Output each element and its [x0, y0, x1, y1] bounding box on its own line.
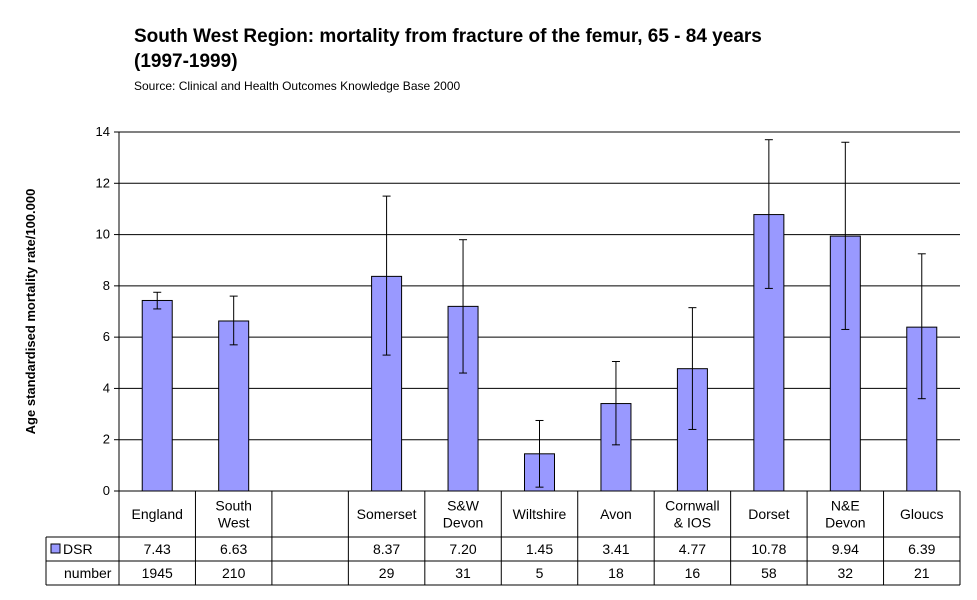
- y-tick-label: 2: [103, 432, 110, 447]
- table-value: 5: [536, 565, 544, 581]
- table-value: 31: [455, 565, 471, 581]
- table-value: 10.78: [751, 541, 786, 557]
- table-value: 1945: [142, 565, 173, 581]
- chart-title-line1: South West Region: mortality from fractu…: [134, 26, 762, 47]
- category-label: Devon: [443, 515, 483, 531]
- y-tick-label: 8: [103, 278, 110, 293]
- table-value: 4.77: [679, 541, 706, 557]
- category-label: & IOS: [674, 515, 711, 531]
- table-value: 6.39: [908, 541, 935, 557]
- table-value: 16: [685, 565, 701, 581]
- table-value: 29: [379, 565, 395, 581]
- category-label: S&W: [447, 498, 480, 514]
- y-tick-label: 0: [103, 483, 110, 498]
- chart-title-line2: (1997-1999): [134, 51, 238, 72]
- chart-source: Source: Clinical and Health Outcomes Kno…: [134, 79, 461, 93]
- legend-swatch: [50, 543, 61, 554]
- category-label: N&E: [831, 498, 860, 514]
- category-label: England: [132, 506, 183, 522]
- table-value: 58: [761, 565, 777, 581]
- category-label: South: [215, 498, 252, 514]
- table-row-label: DSR: [63, 541, 93, 557]
- y-axis-label: Age standardised mortality rate/100.000: [23, 189, 38, 435]
- table-value: 1.45: [526, 541, 553, 557]
- table-value: 18: [608, 565, 624, 581]
- table-value: 9.94: [832, 541, 859, 557]
- table-value: 8.37: [373, 541, 400, 557]
- table-value: 32: [838, 565, 854, 581]
- y-tick-label: 6: [103, 329, 110, 344]
- y-tick-label: 12: [96, 175, 110, 190]
- bar: [218, 320, 250, 492]
- bar: [141, 299, 173, 492]
- y-tick-label: 14: [96, 124, 110, 139]
- table-value: 3.41: [602, 541, 629, 557]
- table-value: 210: [222, 565, 246, 581]
- table-value: 7.43: [144, 541, 171, 557]
- category-label: Cornwall: [665, 498, 719, 514]
- category-label: Devon: [825, 515, 865, 531]
- table-value: 6.63: [220, 541, 247, 557]
- category-label: Dorset: [748, 506, 789, 522]
- bar: [600, 403, 632, 492]
- category-label: West: [218, 515, 250, 531]
- y-tick-label: 10: [96, 227, 110, 242]
- category-label: Somerset: [357, 506, 417, 522]
- chart-title: South West Region: mortality from fractu…: [134, 24, 934, 74]
- category-label: Wiltshire: [513, 506, 567, 522]
- category-label: Gloucs: [900, 506, 944, 522]
- category-label: Avon: [600, 506, 632, 522]
- y-tick-label: 4: [103, 380, 110, 395]
- table-value: 7.20: [449, 541, 476, 557]
- table-value: 21: [914, 565, 930, 581]
- table-row-label: number: [64, 565, 112, 581]
